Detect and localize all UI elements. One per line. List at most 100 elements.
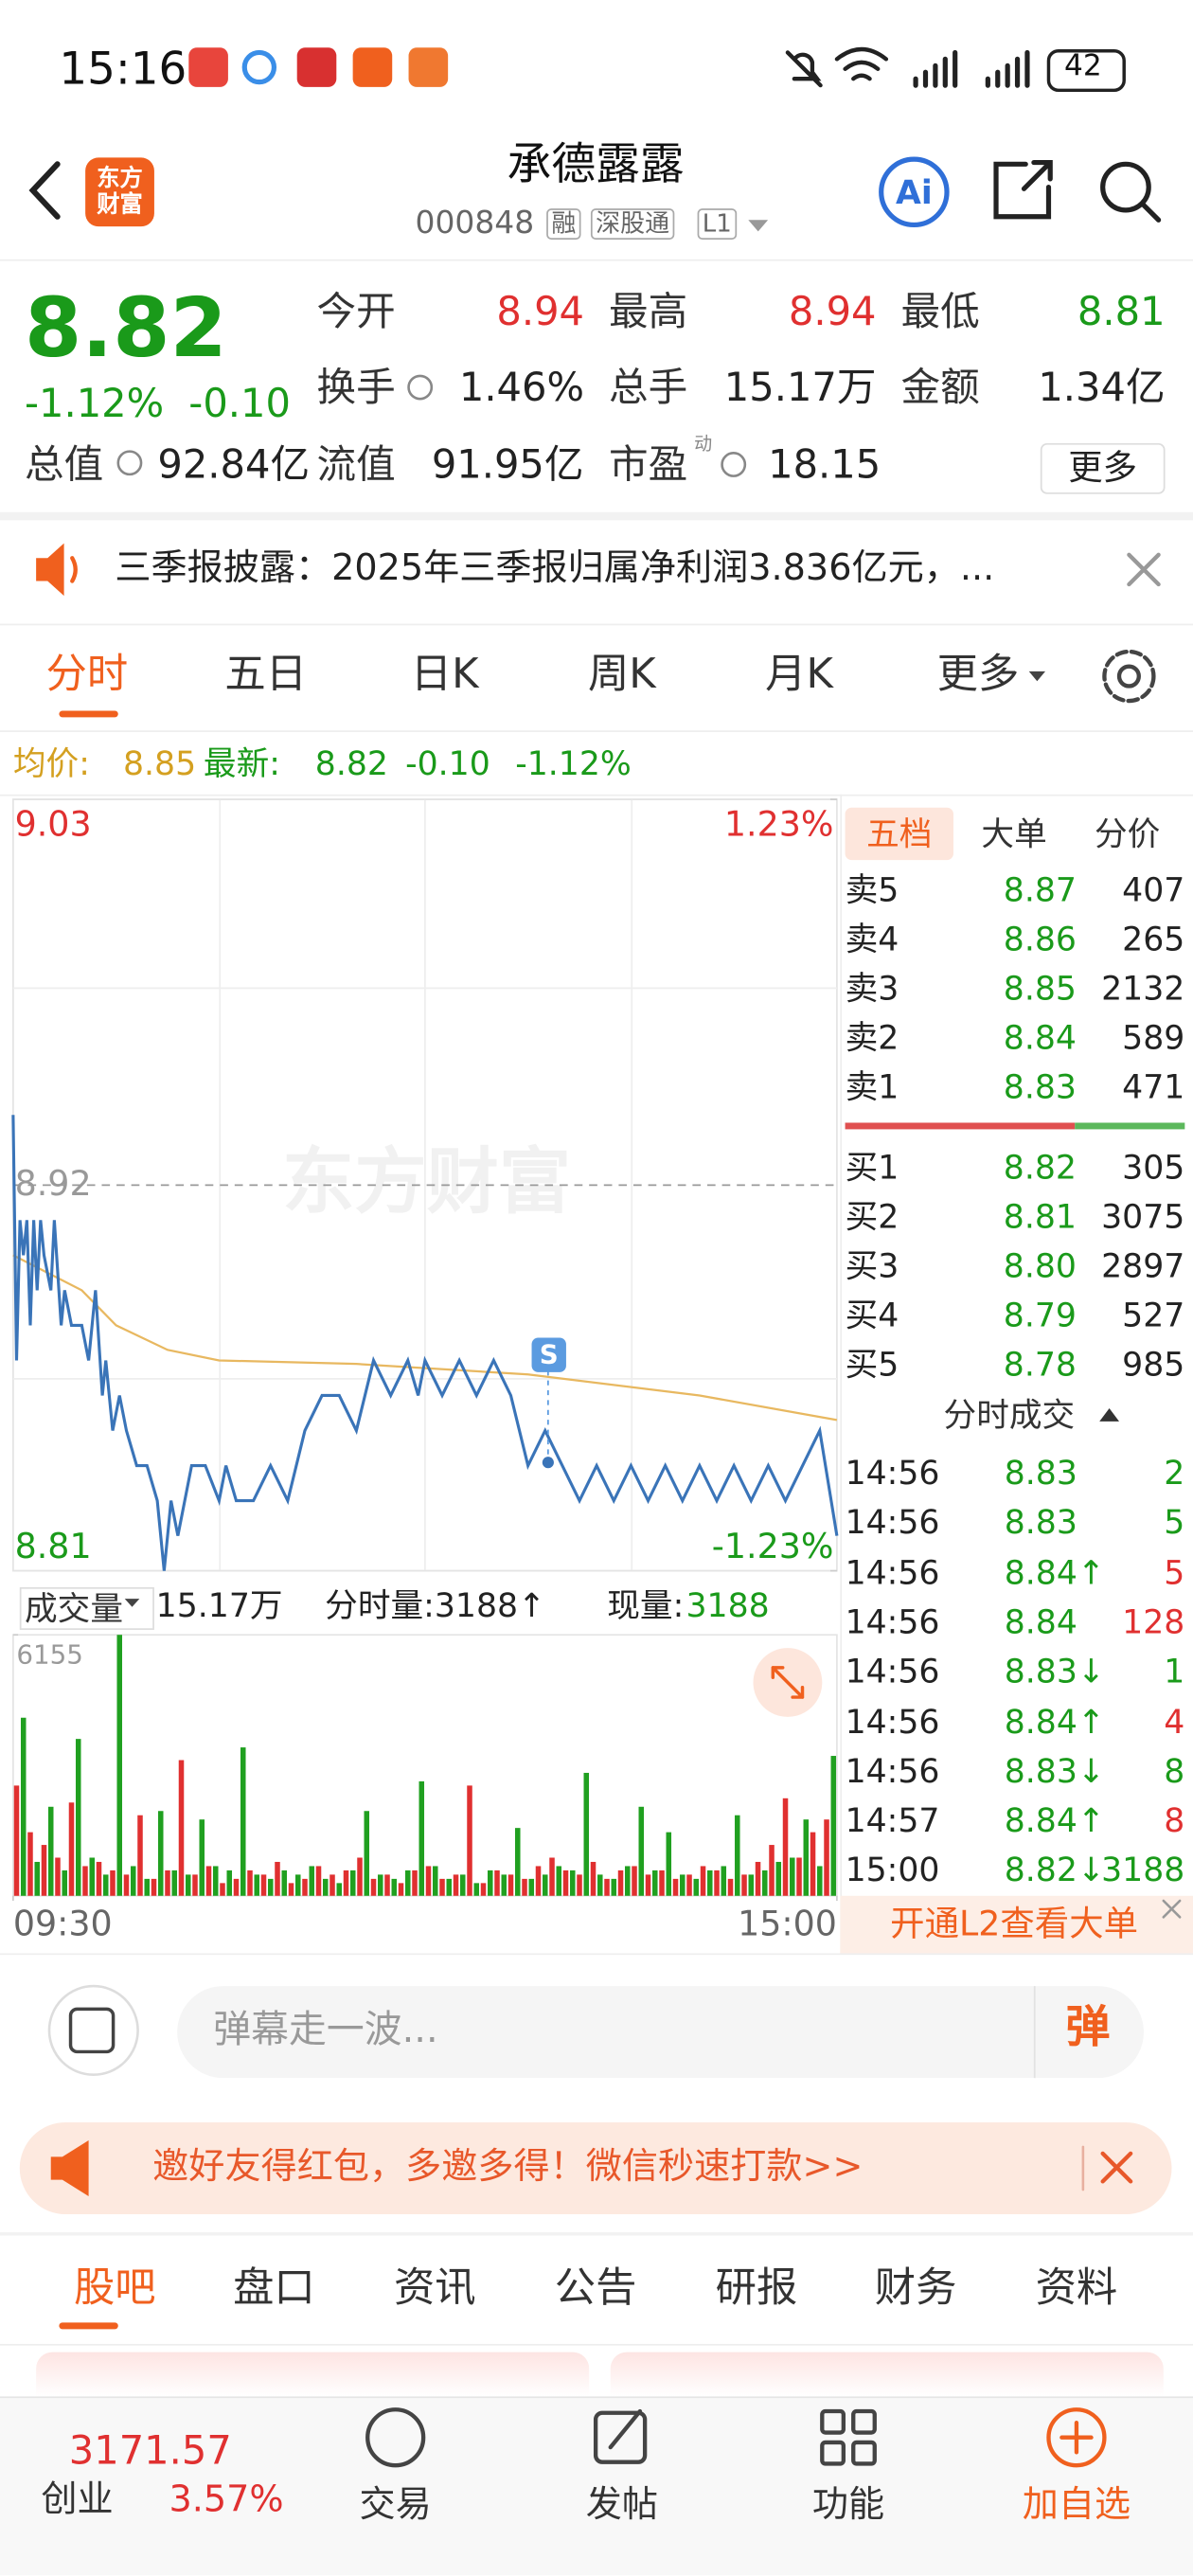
volume-selector[interactable]: 成交量 <box>19 1586 154 1631</box>
volume-bar <box>590 1861 596 1896</box>
volume-bar <box>233 1878 240 1896</box>
book-level: 买1 <box>845 1147 899 1188</box>
volume-bar <box>247 1869 253 1896</box>
card[interactable] <box>610 2352 1164 2397</box>
book-price: 8.84 <box>1003 1017 1077 1058</box>
trade-price: 8.84↑ <box>1004 1701 1105 1742</box>
volume-bar <box>165 1869 170 1896</box>
battery <box>1046 48 1126 93</box>
trade-volume: 3188 <box>1101 1850 1185 1890</box>
index-change[interactable]: 3.57% <box>169 2479 284 2522</box>
x-tick-label: 09:30 <box>13 1903 113 1943</box>
l2-banner[interactable] <box>840 1895 1193 1954</box>
order-tab[interactable]: 分价 <box>1095 814 1161 854</box>
trade-volume: 1 <box>1164 1651 1185 1691</box>
volume-bar <box>549 1857 555 1896</box>
volume-bar <box>41 1845 47 1896</box>
book-volume: 2132 <box>1101 968 1185 1009</box>
section-tab[interactable]: 股吧 <box>73 2263 156 2312</box>
volume-bar <box>34 1861 41 1896</box>
ratio-bar <box>845 1122 1076 1130</box>
order-tab[interactable]: 大单 <box>981 814 1047 854</box>
volume-bar <box>735 1815 740 1896</box>
trade-time: 15:00 <box>845 1850 940 1890</box>
watermark: 东方财富 <box>282 1139 571 1224</box>
danmu-button[interactable]: 弹 <box>1065 2002 1111 2054</box>
book-volume: 471 <box>1122 1066 1185 1107</box>
index-value[interactable]: 3171.57 <box>68 2427 232 2474</box>
nav-item[interactable]: 交易 <box>359 2484 432 2527</box>
volume-bar <box>775 1861 782 1896</box>
book-price: 8.79 <box>1003 1295 1077 1335</box>
promo-banner[interactable] <box>19 2121 1172 2215</box>
section-tab[interactable]: 盘口 <box>233 2263 315 2312</box>
volume-bar <box>322 1878 329 1896</box>
volume-bar <box>294 1874 301 1896</box>
section-tab[interactable]: 资料 <box>1035 2263 1118 2312</box>
chart-tab[interactable]: 周K <box>587 650 656 698</box>
card[interactable] <box>36 2352 590 2397</box>
chart-tab[interactable]: 更多 <box>936 650 1020 698</box>
chart-tab[interactable]: 五日 <box>224 650 308 698</box>
more-button[interactable]: 更多 <box>1040 442 1166 494</box>
divider <box>0 623 1193 626</box>
promo-text[interactable]: 邀好友得红包，多邀多得！微信秒速打款>> <box>152 2146 864 2189</box>
volume-bar <box>672 1878 679 1896</box>
status-time: 15:16 <box>59 44 187 96</box>
trade-time: 14:56 <box>845 1601 940 1641</box>
danmu-input[interactable] <box>177 1986 1145 2079</box>
chart-tab[interactable]: 日K <box>410 650 479 698</box>
book-level: 买4 <box>845 1295 899 1335</box>
volume-total: 15.17万 <box>155 1585 283 1625</box>
l2-banner-text[interactable]: 开通L2查看大单 <box>890 1904 1138 1944</box>
section-tab[interactable]: 财务 <box>874 2263 957 2312</box>
divider <box>0 794 1193 796</box>
section-tab[interactable]: 公告 <box>554 2263 637 2312</box>
volume-bar <box>721 1866 727 1896</box>
volume-bar <box>782 1798 789 1896</box>
volume-bar <box>597 1874 603 1896</box>
tab-active[interactable] <box>845 807 953 861</box>
book-volume: 305 <box>1122 1147 1185 1188</box>
volume-bar <box>144 1878 151 1896</box>
volume-bar <box>632 1866 637 1896</box>
volume-bar <box>315 1866 322 1896</box>
y2-tick-label: -1.23% <box>712 1526 834 1566</box>
volume-bar <box>55 1857 61 1896</box>
section-tab[interactable]: 资讯 <box>393 2263 476 2312</box>
index-name[interactable]: 创业 <box>41 2479 114 2522</box>
volume-bar <box>116 1635 123 1896</box>
volume-bar <box>192 1874 198 1896</box>
trade-price: 8.84↑ <box>1004 1551 1105 1592</box>
y-tick-label: 8.81 <box>15 1526 92 1566</box>
legend-avg: 均价: <box>12 743 90 783</box>
volume-bar <box>68 1802 75 1896</box>
volume-bar <box>62 1869 68 1896</box>
price-line <box>11 1115 839 1571</box>
book-price: 8.83 <box>1003 1066 1077 1107</box>
avg-price: 8.85 <box>122 743 197 783</box>
latest-price: 8.82 <box>314 743 388 783</box>
volume-bar <box>412 1869 418 1896</box>
nav-item[interactable]: 加自选 <box>1022 2484 1131 2527</box>
volume-bar <box>501 1874 507 1896</box>
nav-item[interactable]: 功能 <box>811 2484 885 2527</box>
volume-bar <box>82 1866 88 1896</box>
volume-bar <box>433 1866 438 1896</box>
danmu-placeholder[interactable]: 弹幕走一波... <box>213 2009 438 2052</box>
volume-bar <box>645 1874 651 1896</box>
trade-time: 14:56 <box>845 1452 940 1493</box>
latest-change: -0.10 <box>405 743 490 783</box>
stock-tag: L1 <box>697 208 738 241</box>
volume-bar <box>543 1874 548 1896</box>
volume-current: 3188 <box>686 1585 770 1625</box>
ai-label[interactable]: Ai <box>896 171 933 212</box>
chart-tab[interactable]: 分时 <box>45 650 129 698</box>
trade-time: 14:56 <box>845 1701 940 1742</box>
chart-tab[interactable]: 月K <box>765 650 833 698</box>
order-tab[interactable]: 五档 <box>866 814 933 854</box>
volume-bar <box>562 1869 569 1896</box>
section-tab[interactable]: 研报 <box>715 2263 798 2312</box>
nav-item[interactable]: 发帖 <box>585 2484 659 2527</box>
